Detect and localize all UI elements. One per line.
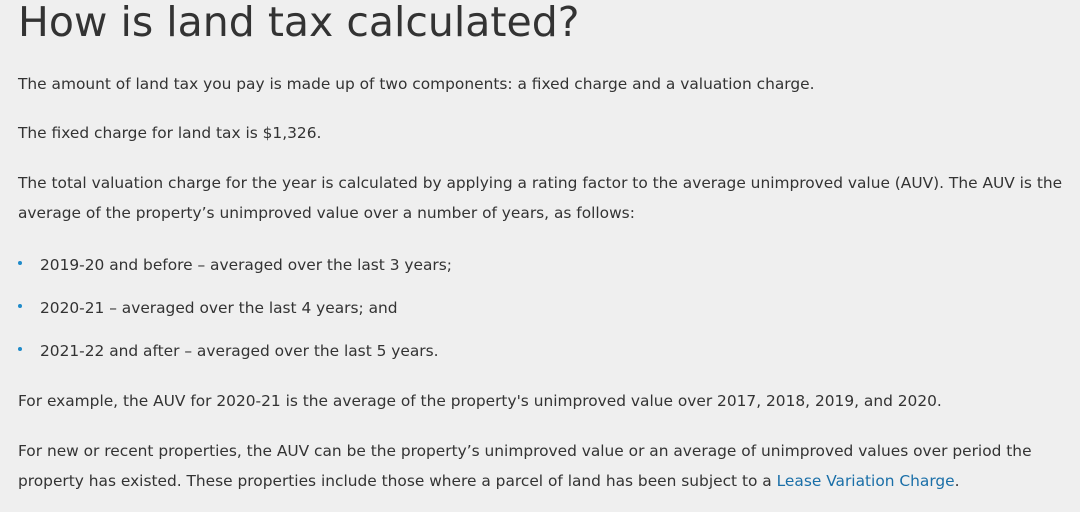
fixed-charge-paragraph: The fixed charge for land tax is $1,326.	[18, 124, 322, 142]
list-item: 2020-21 – averaged over the last 4 years…	[18, 293, 452, 336]
list-item-text: 2020-21 – averaged over the last 4 years…	[40, 299, 398, 317]
bullet-icon	[18, 347, 22, 351]
recent-line-2: property has existed. These properties i…	[18, 472, 777, 490]
recent-line-2-end: .	[954, 472, 960, 490]
auv-period-list: 2019-20 and before – averaged over the l…	[18, 250, 452, 379]
recent-line-1: For new or recent properties, the AUV ca…	[18, 442, 1032, 460]
lease-variation-charge-link[interactable]: Lease Variation Charge	[776, 472, 955, 490]
list-item-text: 2019-20 and before – averaged over the l…	[40, 256, 452, 274]
intro-paragraph: The amount of land tax you pay is made u…	[18, 75, 815, 93]
valuation-charge-paragraph: The total valuation charge for the year …	[18, 168, 1073, 228]
recent-properties-paragraph: For new or recent properties, the AUV ca…	[18, 436, 1073, 496]
page-title: How is land tax calculated?	[18, 0, 580, 46]
bullet-icon	[18, 261, 22, 265]
valuation-line-2: average of the property’s unimproved val…	[18, 204, 635, 222]
list-item: 2019-20 and before – averaged over the l…	[18, 250, 452, 293]
list-item: 2021-22 and after – averaged over the la…	[18, 336, 452, 379]
valuation-line-1: The total valuation charge for the year …	[18, 174, 1063, 192]
bullet-icon	[18, 304, 22, 308]
list-item-text: 2021-22 and after – averaged over the la…	[40, 342, 439, 360]
example-paragraph: For example, the AUV for 2020-21 is the …	[18, 392, 942, 410]
